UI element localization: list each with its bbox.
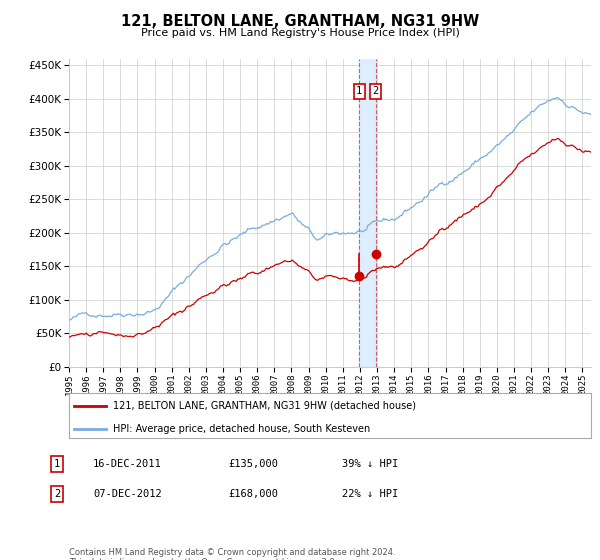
Text: HPI: Average price, detached house, South Kesteven: HPI: Average price, detached house, Sout…: [113, 424, 371, 434]
Text: 16-DEC-2011: 16-DEC-2011: [93, 459, 162, 469]
Text: 22% ↓ HPI: 22% ↓ HPI: [342, 489, 398, 499]
Text: 2: 2: [373, 86, 379, 96]
Text: 2: 2: [54, 489, 60, 499]
Text: 39% ↓ HPI: 39% ↓ HPI: [342, 459, 398, 469]
Text: 1: 1: [54, 459, 60, 469]
Text: 121, BELTON LANE, GRANTHAM, NG31 9HW (detached house): 121, BELTON LANE, GRANTHAM, NG31 9HW (de…: [113, 400, 416, 410]
Text: Contains HM Land Registry data © Crown copyright and database right 2024.: Contains HM Land Registry data © Crown c…: [69, 548, 395, 557]
Text: 07-DEC-2012: 07-DEC-2012: [93, 489, 162, 499]
Text: 121, BELTON LANE, GRANTHAM, NG31 9HW: 121, BELTON LANE, GRANTHAM, NG31 9HW: [121, 14, 479, 29]
Bar: [359, 59, 376, 367]
Text: £168,000: £168,000: [228, 489, 278, 499]
Text: This data is licensed under the Open Government Licence v3.0.: This data is licensed under the Open Gov…: [69, 558, 337, 560]
Text: 1: 1: [356, 86, 362, 96]
Text: Price paid vs. HM Land Registry's House Price Index (HPI): Price paid vs. HM Land Registry's House …: [140, 28, 460, 38]
Text: £135,000: £135,000: [228, 459, 278, 469]
